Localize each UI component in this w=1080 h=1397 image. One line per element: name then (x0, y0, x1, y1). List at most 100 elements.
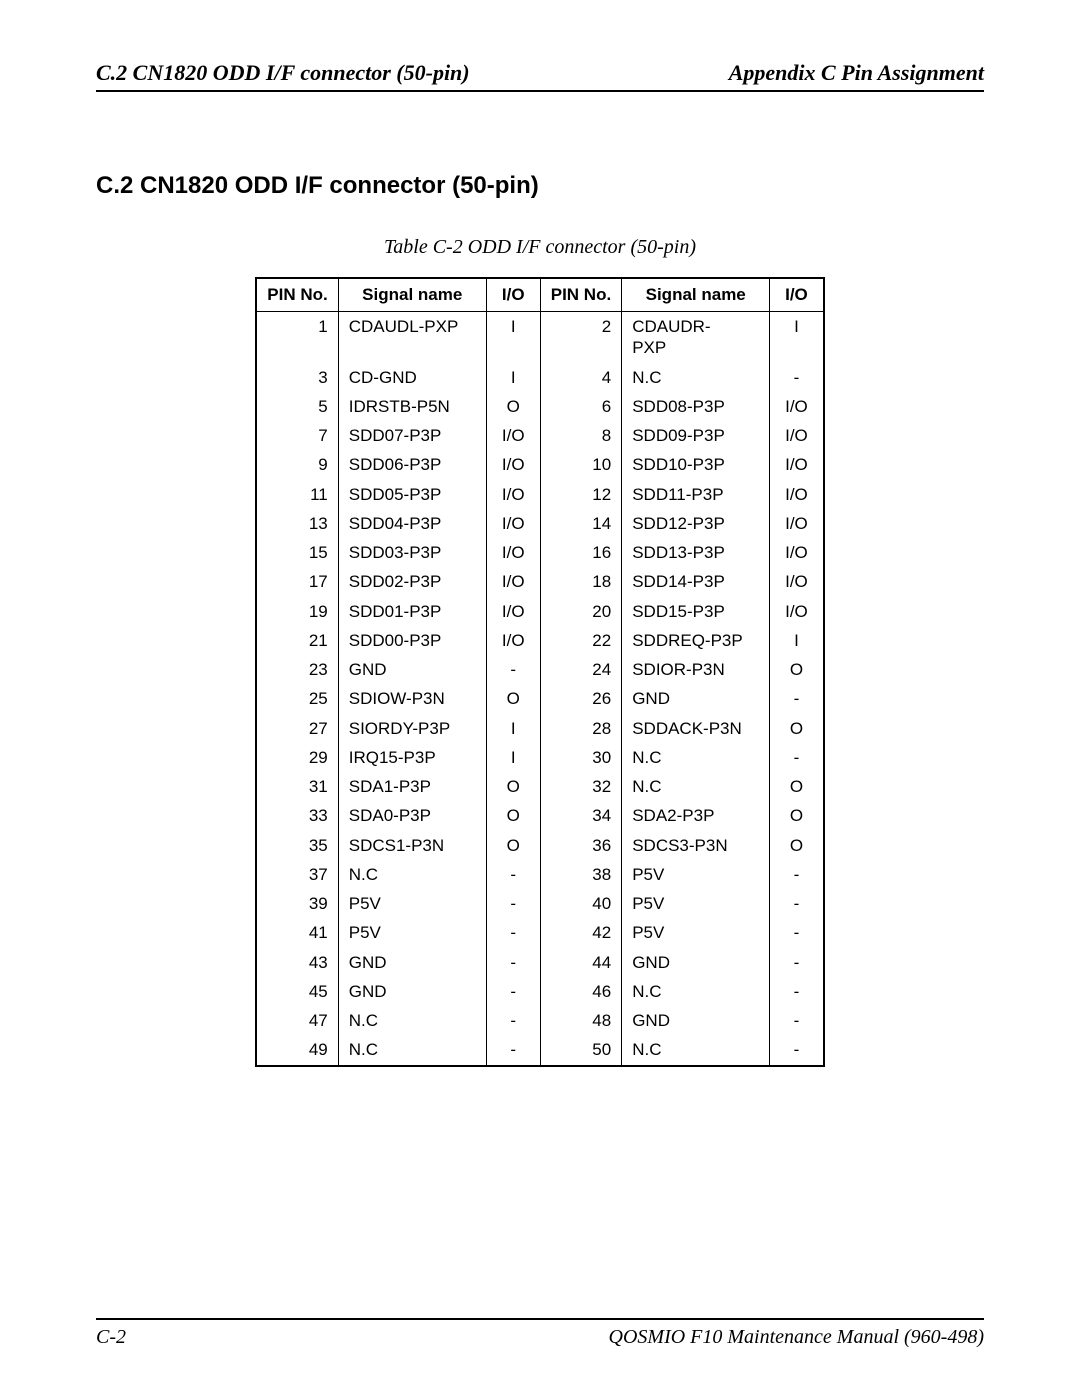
cell-signal: SDA2-P3P (622, 801, 770, 830)
cell-io: I/O (486, 567, 540, 596)
cell-signal: SDIOR-P3N (622, 655, 770, 684)
cell-signal: SDIOW-P3N (338, 684, 486, 713)
cell-pin-no: 23 (256, 655, 338, 684)
cell-pin-no: 24 (540, 655, 621, 684)
cell-pin-no: 37 (256, 860, 338, 889)
cell-io: - (770, 684, 824, 713)
table-row: 33SDA0-P3PO34SDA2-P3PO (256, 801, 823, 830)
table-row: 15SDD03-P3PI/O16SDD13-P3PI/O (256, 538, 823, 567)
cell-pin-no: 28 (540, 714, 621, 743)
cell-pin-no: 40 (540, 889, 621, 918)
cell-pin-no: 31 (256, 772, 338, 801)
page-header: C.2 CN1820 ODD I/F connector (50-pin) Ap… (96, 60, 984, 92)
cell-pin-no: 33 (256, 801, 338, 830)
cell-signal: SDD02-P3P (338, 567, 486, 596)
cell-signal: N.C (622, 363, 770, 392)
table-row: 21SDD00-P3PI/O22SDDREQ-P3PI (256, 626, 823, 655)
cell-pin-no: 42 (540, 918, 621, 947)
cell-pin-no: 15 (256, 538, 338, 567)
cell-pin-no: 10 (540, 450, 621, 479)
cell-signal: GND (622, 684, 770, 713)
cell-signal: GND (338, 655, 486, 684)
table-row: 13SDD04-P3PI/O14SDD12-P3PI/O (256, 509, 823, 538)
col-io-2: I/O (770, 278, 824, 312)
cell-signal: SDDACK-P3N (622, 714, 770, 743)
cell-signal: SDD14-P3P (622, 567, 770, 596)
cell-io: I/O (770, 538, 824, 567)
cell-signal: N.C (338, 1035, 486, 1065)
cell-signal: P5V (622, 918, 770, 947)
cell-io: I/O (770, 392, 824, 421)
table-row: 9SDD06-P3PI/O10SDD10-P3PI/O (256, 450, 823, 479)
cell-signal: N.C (622, 772, 770, 801)
cell-io: I/O (770, 509, 824, 538)
cell-io: I (486, 743, 540, 772)
table-wrapper: PIN No. Signal name I/O PIN No. Signal n… (96, 277, 984, 1067)
cell-io: I (770, 626, 824, 655)
cell-signal: SDA0-P3P (338, 801, 486, 830)
cell-io: - (770, 918, 824, 947)
table-row: 35SDCS1-P3NO36SDCS3-P3NO (256, 831, 823, 860)
cell-signal: IDRSTB-P5N (338, 392, 486, 421)
cell-io: O (770, 801, 824, 830)
cell-signal: IRQ15-P3P (338, 743, 486, 772)
cell-signal: GND (338, 948, 486, 977)
table-caption: Table C-2 ODD I/F connector (50-pin) (96, 236, 984, 259)
cell-pin-no: 30 (540, 743, 621, 772)
cell-signal: SDD10-P3P (622, 450, 770, 479)
cell-io: I (770, 312, 824, 363)
cell-pin-no: 47 (256, 1006, 338, 1035)
cell-io: I/O (770, 421, 824, 450)
cell-pin-no: 39 (256, 889, 338, 918)
cell-signal: SDD11-P3P (622, 480, 770, 509)
cell-io: O (486, 392, 540, 421)
cell-pin-no: 48 (540, 1006, 621, 1035)
footer-manual-title: QOSMIO F10 Maintenance Manual (960-498) (609, 1326, 984, 1349)
cell-pin-no: 41 (256, 918, 338, 947)
col-signal-name-2: Signal name (622, 278, 770, 312)
cell-pin-no: 44 (540, 948, 621, 977)
cell-signal: P5V (622, 889, 770, 918)
cell-io: - (486, 977, 540, 1006)
table-row: 5IDRSTB-P5NO6SDD08-P3PI/O (256, 392, 823, 421)
cell-io: O (770, 655, 824, 684)
cell-io: I/O (486, 509, 540, 538)
cell-signal: SDDREQ-P3P (622, 626, 770, 655)
cell-signal: P5V (338, 889, 486, 918)
cell-signal: P5V (338, 918, 486, 947)
table-row: 3CD-GNDI4N.C- (256, 363, 823, 392)
cell-pin-no: 6 (540, 392, 621, 421)
cell-pin-no: 1 (256, 312, 338, 363)
cell-signal: SDCS3-P3N (622, 831, 770, 860)
table-row: 49N.C-50N.C- (256, 1035, 823, 1065)
cell-pin-no: 46 (540, 977, 621, 1006)
cell-io: I/O (770, 480, 824, 509)
cell-io: - (486, 918, 540, 947)
cell-pin-no: 43 (256, 948, 338, 977)
cell-signal: SDD09-P3P (622, 421, 770, 450)
cell-io: - (770, 948, 824, 977)
cell-signal: N.C (338, 1006, 486, 1035)
header-left: C.2 CN1820 ODD I/F connector (50-pin) (96, 60, 470, 86)
cell-io: - (770, 860, 824, 889)
cell-pin-no: 3 (256, 363, 338, 392)
table-row: 17SDD02-P3PI/O18SDD14-P3PI/O (256, 567, 823, 596)
cell-io: - (770, 363, 824, 392)
table-row: 29IRQ15-P3PI30N.C- (256, 743, 823, 772)
cell-pin-no: 12 (540, 480, 621, 509)
cell-io: O (486, 831, 540, 860)
cell-pin-no: 9 (256, 450, 338, 479)
col-pin-no-1: PIN No. (256, 278, 338, 312)
cell-io: I/O (486, 480, 540, 509)
cell-signal: CD-GND (338, 363, 486, 392)
cell-pin-no: 13 (256, 509, 338, 538)
cell-pin-no: 26 (540, 684, 621, 713)
pin-table: PIN No. Signal name I/O PIN No. Signal n… (255, 277, 824, 1067)
cell-io: - (770, 1006, 824, 1035)
cell-signal: SDD05-P3P (338, 480, 486, 509)
table-row: 1CDAUDL-PXPI2CDAUDR- PXPI (256, 312, 823, 363)
cell-io: - (486, 860, 540, 889)
page-footer: C-2 QOSMIO F10 Maintenance Manual (960-4… (96, 1318, 984, 1349)
cell-pin-no: 32 (540, 772, 621, 801)
cell-io: I/O (486, 421, 540, 450)
